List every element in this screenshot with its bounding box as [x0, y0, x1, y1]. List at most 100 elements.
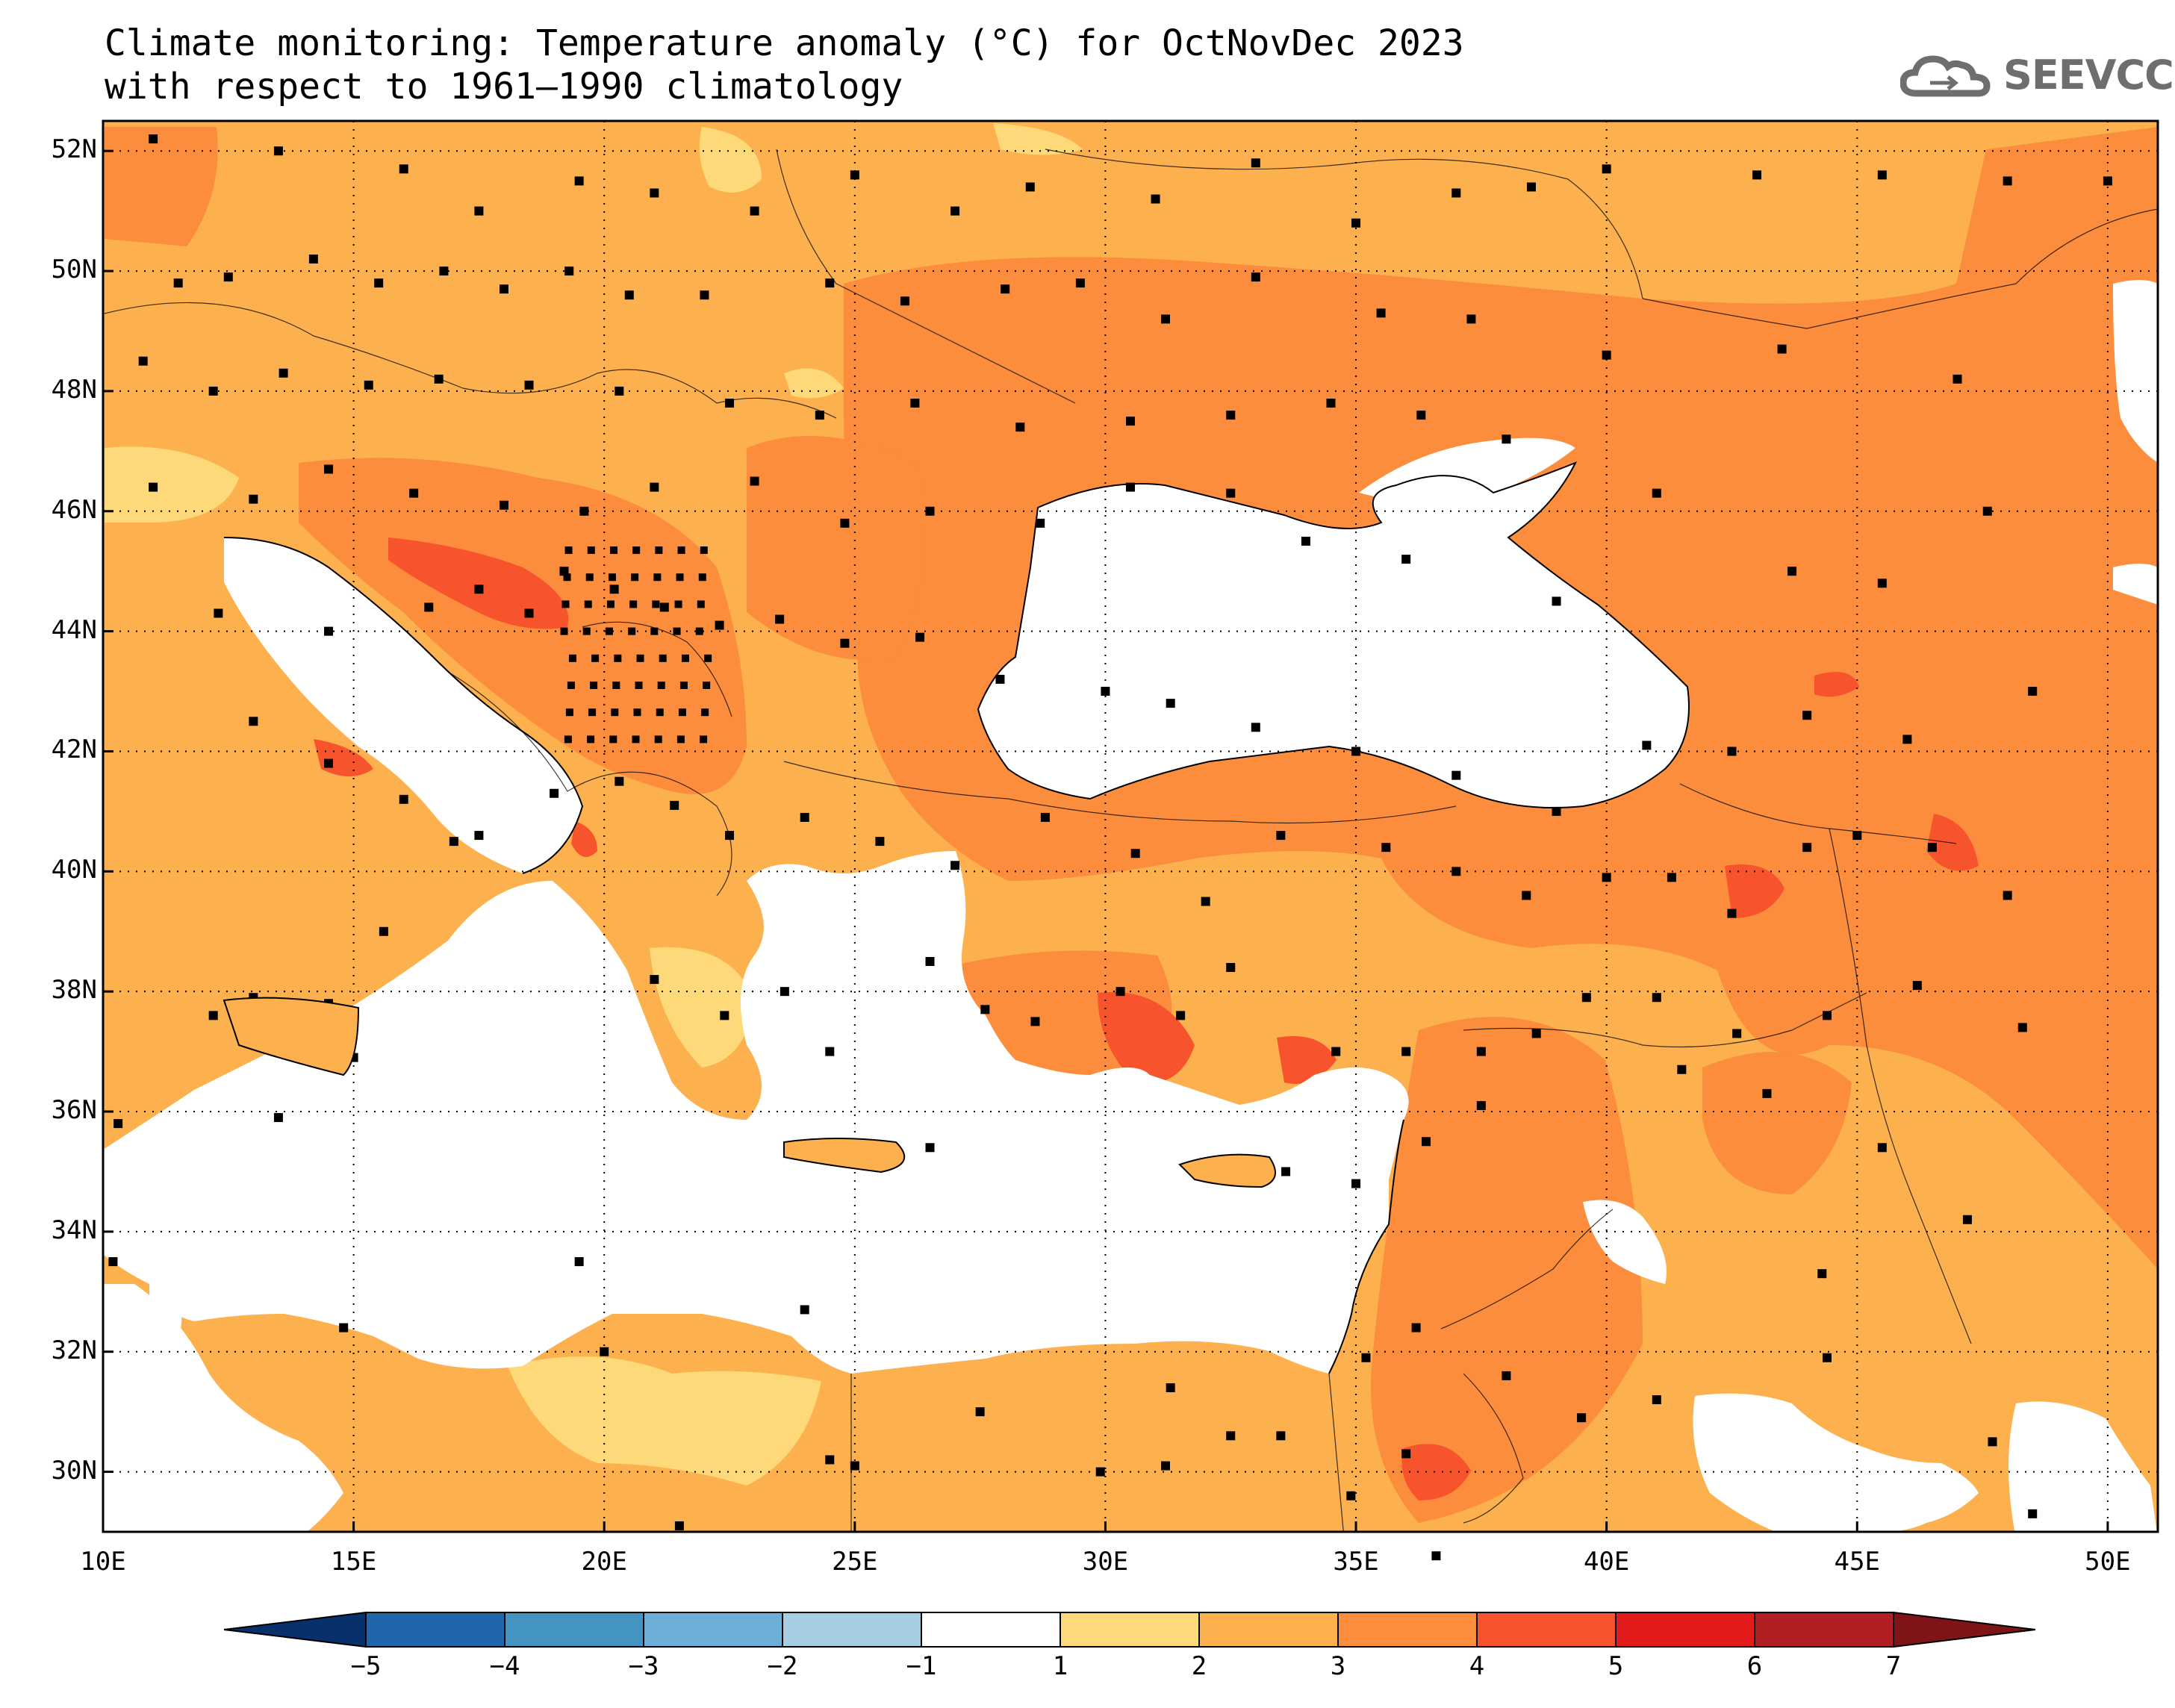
- station-marker: [1642, 741, 1652, 750]
- station-marker: [750, 206, 759, 216]
- field-4-5-caucasus: [1814, 672, 1859, 697]
- station-marker: [850, 1461, 859, 1471]
- station-marker: [632, 546, 641, 555]
- station-marker: [223, 272, 233, 282]
- station-marker: [1902, 735, 1912, 744]
- station-marker: [149, 482, 158, 492]
- station-marker: [424, 602, 434, 612]
- station-marker: [499, 284, 508, 294]
- levant-coast: [1328, 1119, 1404, 1374]
- station-marker: [614, 776, 624, 786]
- x-tick-label: 15E: [330, 1547, 377, 1577]
- field-4-5-albania: [571, 821, 597, 857]
- field-3-4-iraq: [1702, 1052, 1852, 1194]
- station-marker: [636, 654, 644, 662]
- station-marker: [910, 399, 920, 408]
- station-marker: [1927, 843, 1937, 853]
- station-marker: [670, 800, 679, 810]
- station-marker: [1176, 1011, 1186, 1020]
- station-marker: [628, 627, 636, 635]
- station-marker: [249, 717, 258, 726]
- station-marker: [875, 837, 885, 847]
- station-marker: [915, 632, 925, 642]
- station-marker: [2017, 1023, 2027, 1032]
- station-marker: [1040, 812, 1050, 822]
- black-sea-coast: [977, 461, 1690, 808]
- station-marker: [614, 386, 624, 396]
- station-marker: [1982, 506, 1992, 516]
- station-marker: [677, 546, 685, 555]
- station-marker: [975, 1407, 985, 1417]
- station-marker: [208, 1011, 218, 1020]
- station-marker: [678, 708, 686, 717]
- country-borders: [104, 149, 2158, 1532]
- station-marker: [1030, 1017, 1040, 1026]
- station-marker: [584, 600, 592, 608]
- y-tick-label: 42N: [51, 735, 97, 765]
- station-marker: [654, 735, 662, 744]
- cyprus: [1178, 1153, 1276, 1188]
- colorbar-swatch: [1615, 1612, 1755, 1648]
- station-marker: [524, 380, 534, 390]
- colorbar: [223, 1611, 2036, 1648]
- station-marker: [2003, 176, 2012, 186]
- x-tick-label: 35E: [1333, 1547, 1379, 1577]
- station-marker: [1652, 993, 1661, 1003]
- station-marker: [900, 296, 909, 306]
- station-marker: [1025, 182, 1035, 192]
- x-tick-label: 45E: [1834, 1547, 1880, 1577]
- station-marker: [633, 708, 641, 717]
- station-marker: [679, 682, 688, 689]
- station-marker: [1531, 1029, 1541, 1038]
- field-3-4-levant: [1371, 1017, 1643, 1523]
- station-marker: [364, 380, 373, 390]
- station-marker: [1351, 218, 1361, 228]
- station-marker: [1522, 891, 1531, 900]
- y-tick-label: 30N: [51, 1455, 97, 1486]
- station-marker: [715, 620, 724, 630]
- colorbar-tick-label: 6: [1746, 1651, 1763, 1681]
- station-marker: [1451, 188, 1461, 198]
- syria-no-data: [1583, 1200, 1667, 1284]
- station-marker: [560, 627, 568, 635]
- field-3-4-nw: [105, 127, 218, 246]
- black-sea: [978, 463, 1689, 808]
- station-marker: [704, 654, 712, 662]
- station-marker: [1126, 482, 1135, 492]
- station-marker: [1451, 770, 1461, 780]
- colorbar-tick-label: −1: [906, 1651, 937, 1681]
- station-marker: [775, 614, 785, 624]
- station-marker: [629, 600, 638, 608]
- station-marker: [1151, 194, 1160, 204]
- station-marker: [840, 518, 850, 528]
- station-marker: [1115, 987, 1125, 997]
- field-3-4-romania: [747, 436, 926, 660]
- station-marker: [614, 654, 622, 662]
- map-subtitle: with respect to 1961–1990 climatology: [105, 66, 903, 107]
- field-4-5-jordan: [1401, 1444, 1471, 1500]
- station-marker: [611, 708, 619, 717]
- station-marker: [1822, 1353, 1832, 1362]
- station-marker: [1777, 344, 1787, 354]
- station-marker: [1401, 1449, 1411, 1459]
- station-marker: [1251, 272, 1260, 282]
- colorbar-swatch: [1754, 1612, 1894, 1648]
- y-tick-label: 44N: [51, 614, 97, 645]
- y-tick-label: 50N: [51, 255, 97, 285]
- station-marker: [1095, 1467, 1105, 1477]
- station-marker: [1652, 488, 1661, 498]
- station-marker: [1401, 1047, 1411, 1056]
- colorbar-tick-label: 7: [1885, 1651, 1902, 1681]
- station-marker: [840, 638, 850, 648]
- station-marker: [1466, 314, 1476, 324]
- station-marker: [700, 290, 709, 300]
- adriatic-sea: [224, 537, 582, 873]
- sea-of-azov: [1359, 437, 1575, 508]
- station-marker: [697, 600, 705, 608]
- colorbar-arrow-low: [223, 1611, 367, 1648]
- station-marker: [1552, 596, 1561, 606]
- station-marker: [650, 627, 659, 635]
- station-marker: [1166, 1383, 1175, 1392]
- station-marker: [659, 654, 667, 662]
- field-1-2-e: [508, 1356, 821, 1486]
